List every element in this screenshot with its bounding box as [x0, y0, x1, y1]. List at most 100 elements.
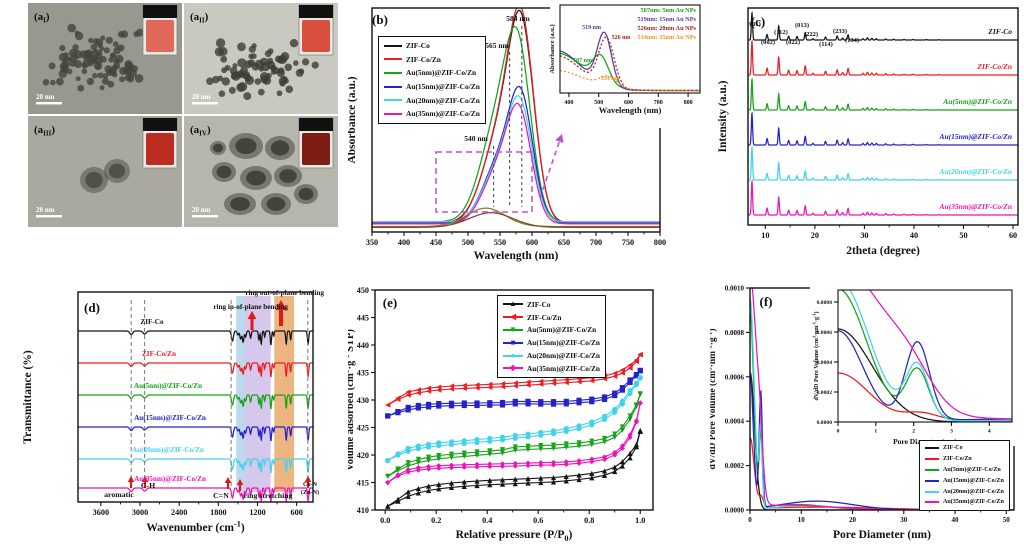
x-tick-label: 500 [462, 238, 474, 247]
marker [395, 395, 401, 401]
marker [627, 413, 633, 419]
annotation: Au(15nm)@ZIF-Co/Zn [938, 132, 1012, 141]
x-tick-label: 0.2 [431, 516, 441, 525]
axes-box [559, 4, 701, 94]
legend-line-icon [503, 354, 523, 357]
arrow-head [247, 311, 257, 319]
x-tick-label: 1800 [210, 508, 226, 517]
series-line [748, 111, 1018, 146]
nanoparticle [88, 37, 94, 44]
series-line [372, 207, 660, 228]
tspan: -1 [812, 313, 817, 317]
nanoparticle [86, 77, 95, 86]
annotation: Co-N [303, 481, 318, 488]
tspan: ) [207, 124, 211, 136]
marker [576, 397, 582, 403]
nanoparticle [206, 77, 214, 85]
marker [589, 456, 595, 462]
nanoparticle [92, 72, 98, 79]
vial-cap [299, 5, 333, 18]
x-tick-label: 60 [1009, 231, 1017, 240]
arrow-head [555, 134, 564, 143]
nanoparticle-core [230, 197, 250, 211]
marker [415, 443, 421, 449]
nanoparticle [212, 75, 220, 84]
y-tick-label: 430 [357, 396, 369, 405]
x-tick-label: 600 [291, 508, 303, 517]
marker [627, 455, 633, 461]
tspan: Volume adsorbed (cm [348, 373, 356, 471]
x-tick-label: 2400 [171, 508, 187, 517]
isotherm-chart: 0.0 0.2 0.4 0.6 0.8 1.0 410 415 420 425 430 435 440 4… [348, 286, 654, 543]
x-tick-label: 40 [952, 516, 960, 524]
legend-item: Au(5nm)@ZIF-Co/Zn [925, 465, 1004, 476]
series-group [385, 351, 643, 509]
legend-label: Au(5nm)@ZIF-Co/Zn [943, 466, 1001, 473]
series-line [748, 38, 1018, 76]
legend-item: Au(20nm)@ZIF-Co/Zn [925, 486, 1004, 497]
marker [474, 449, 480, 455]
marker [415, 387, 421, 393]
marker [612, 434, 618, 440]
legend-swatch [925, 466, 939, 474]
marker [474, 478, 480, 484]
series-line [78, 330, 313, 347]
annotation: (b) [372, 12, 388, 27]
tspan: -1 [710, 345, 713, 351]
marker [448, 462, 455, 468]
tspan: 0 [564, 534, 568, 543]
annotation: 526nm: 20nm Au NPs [637, 25, 696, 32]
marker [627, 450, 633, 456]
series-line [78, 362, 313, 379]
marker [550, 479, 557, 485]
marker [538, 479, 544, 486]
nanoparticle [81, 68, 88, 75]
scale-bar-label: 20 nm [192, 93, 211, 101]
x-axis-label: Wavelength (nm) [474, 250, 559, 262]
nanoparticle [257, 88, 265, 96]
legend-item: ● Au(20nm)@ZIF-Co/Zn [503, 349, 600, 362]
tspan: -1 [234, 520, 241, 529]
arrow-head [141, 476, 149, 482]
x-tick-label: 400 [398, 238, 410, 247]
y-axis-label: Intensity (a.u.) [717, 80, 729, 152]
marker [627, 362, 633, 368]
nanoparticle [276, 90, 283, 97]
y-tick-label: 410 [357, 506, 369, 515]
annotation: (002) [761, 39, 775, 46]
marker [637, 391, 643, 397]
marker [550, 474, 557, 481]
panel-tag: (aI) [34, 11, 50, 25]
legend-label: Au(35nm)@ZIF-Co/Zn [943, 499, 1004, 506]
series-line-desorption [387, 430, 641, 507]
marker [576, 443, 582, 449]
marker [436, 384, 442, 390]
highlight-band [236, 296, 245, 492]
nanoparticle [83, 54, 91, 62]
legend-item: ■ Au(15nm)@ZIF-Co/Zn [503, 336, 600, 349]
pore-volume-legend: ZIF-Co ZIF-Co/Zn Au(5nm)@ZIF-Co/Zn Au(15nm)… [919, 440, 1010, 511]
series-line [78, 426, 313, 443]
tspan: ·g [710, 337, 718, 345]
nanoparticle [105, 36, 113, 44]
x-tick-label: 40 [910, 231, 918, 240]
marker [405, 445, 411, 451]
legend-line-icon [384, 112, 402, 115]
legend-marker-icon: ◀ [509, 312, 517, 322]
marker [499, 399, 506, 406]
legend-swatch: ▲ [503, 299, 523, 308]
nanoparticle-core [85, 171, 103, 189]
legend-label: ZIF-Co [406, 41, 430, 51]
annotation: (f) [760, 294, 773, 309]
nanoparticle-core [216, 165, 232, 179]
y-tick-label: 0.0008 [817, 300, 833, 306]
legend-item: ◆ Au(35nm)@ZIF-Co/Zn [503, 362, 600, 375]
series-line [748, 10, 1018, 41]
vial-liquid [146, 20, 174, 52]
annotation: C-H [141, 481, 155, 490]
marker [550, 399, 557, 405]
nanoparticle [95, 38, 104, 47]
x-axis-label: Wavelength (nm) [599, 105, 662, 115]
legend-swatch [925, 498, 939, 506]
nanoparticle-core [246, 170, 266, 186]
